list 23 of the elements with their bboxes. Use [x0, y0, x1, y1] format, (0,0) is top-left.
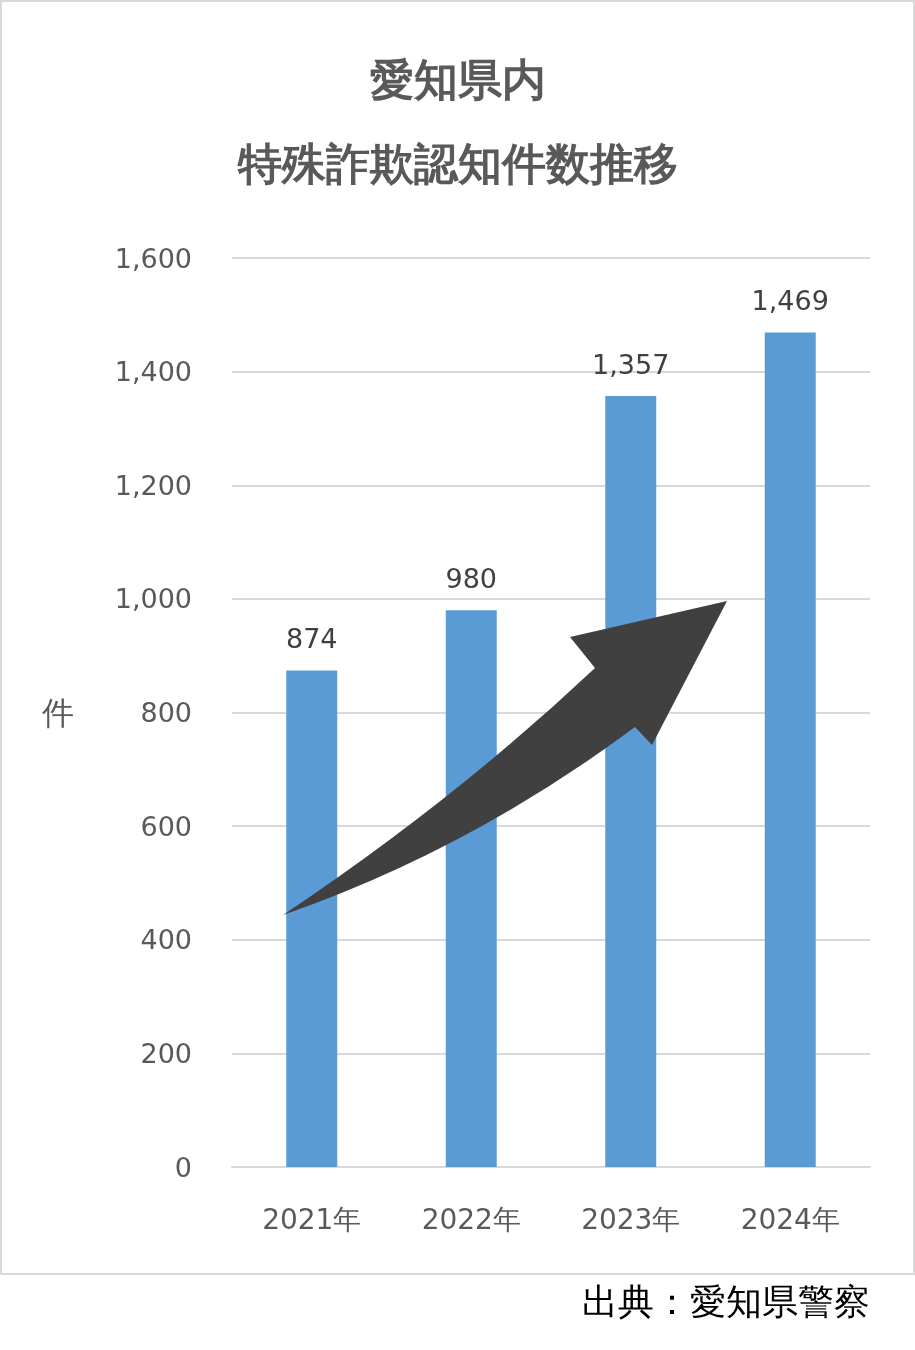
y-tick-label: 1,600: [114, 242, 192, 274]
data-label: 1,357: [592, 349, 670, 381]
data-label: 980: [445, 563, 498, 595]
y-tick-label: 800: [140, 697, 192, 728]
y-tick-label: 1,000: [114, 583, 192, 615]
y-tick-label: 1,200: [114, 469, 192, 501]
bar: [764, 332, 816, 1167]
data-label: 1,469: [751, 285, 829, 317]
x-tick-label: 2021年: [262, 1202, 362, 1236]
source-note: 出典：愛知県警察: [582, 1280, 870, 1324]
y-tick-label: 600: [140, 810, 192, 842]
data-label: 874: [285, 623, 338, 655]
y-axis-title: 件: [42, 693, 74, 732]
y-tick-label: 200: [140, 1037, 192, 1069]
bar: [286, 670, 338, 1167]
x-tick-label: 2024年: [740, 1202, 840, 1236]
x-tick-label: 2022年: [421, 1202, 521, 1236]
y-tick-label: 400: [140, 924, 192, 956]
y-tick-label: 1,400: [114, 356, 192, 388]
x-tick-label: 2023年: [581, 1202, 681, 1236]
y-tick-label: 0: [174, 1151, 192, 1183]
chart-subtitle: 特殊詐欺認知件数推移: [236, 137, 678, 189]
chart-title: 愛知県内: [369, 53, 546, 105]
